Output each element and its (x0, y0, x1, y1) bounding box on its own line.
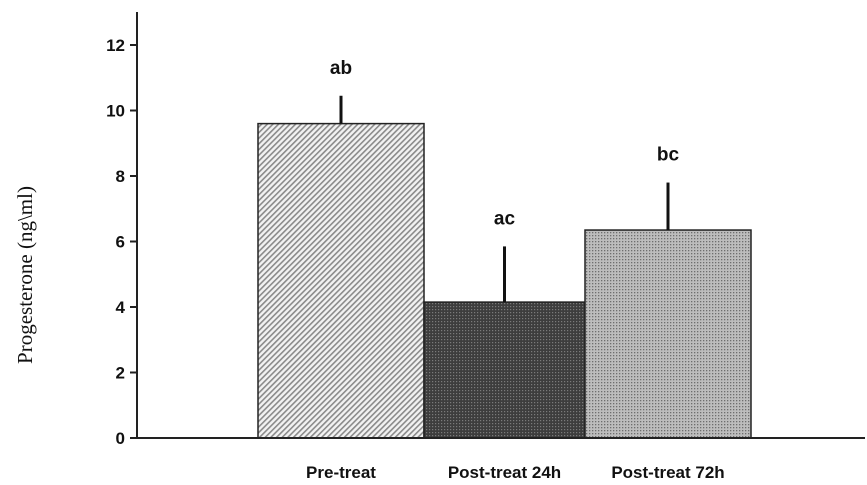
y-tick-label: 4 (116, 298, 126, 317)
y-tick-label: 6 (116, 233, 125, 252)
bar-2 (423, 301, 586, 439)
y-tick-label: 0 (116, 429, 125, 448)
significance-label: ac (494, 208, 516, 229)
bars-group (257, 122, 752, 439)
significance-label: ab (330, 58, 352, 79)
significance-label: bc (657, 145, 680, 166)
y-axis-title: Progesterone (ng\ml) (13, 186, 37, 364)
error-bars-group (339, 95, 670, 303)
y-tick-label: 8 (116, 167, 125, 186)
x-axis-category-labels: Pre-treat Post-treat 24h Post-treat 72h (306, 463, 725, 482)
y-tick-label: 12 (106, 36, 125, 55)
significance-labels-group: ab ac bc (330, 58, 680, 230)
y-tick-label: 2 (116, 364, 125, 383)
y-axis-ticks: 0 2 4 6 8 10 12 (106, 36, 137, 448)
x-category-label: Post-treat 72h (611, 463, 724, 482)
bar-3 (584, 229, 752, 439)
x-category-label: Post-treat 24h (448, 463, 561, 482)
bar-1 (257, 122, 425, 439)
y-tick-label: 10 (106, 102, 125, 121)
x-category-label: Pre-treat (306, 463, 376, 482)
